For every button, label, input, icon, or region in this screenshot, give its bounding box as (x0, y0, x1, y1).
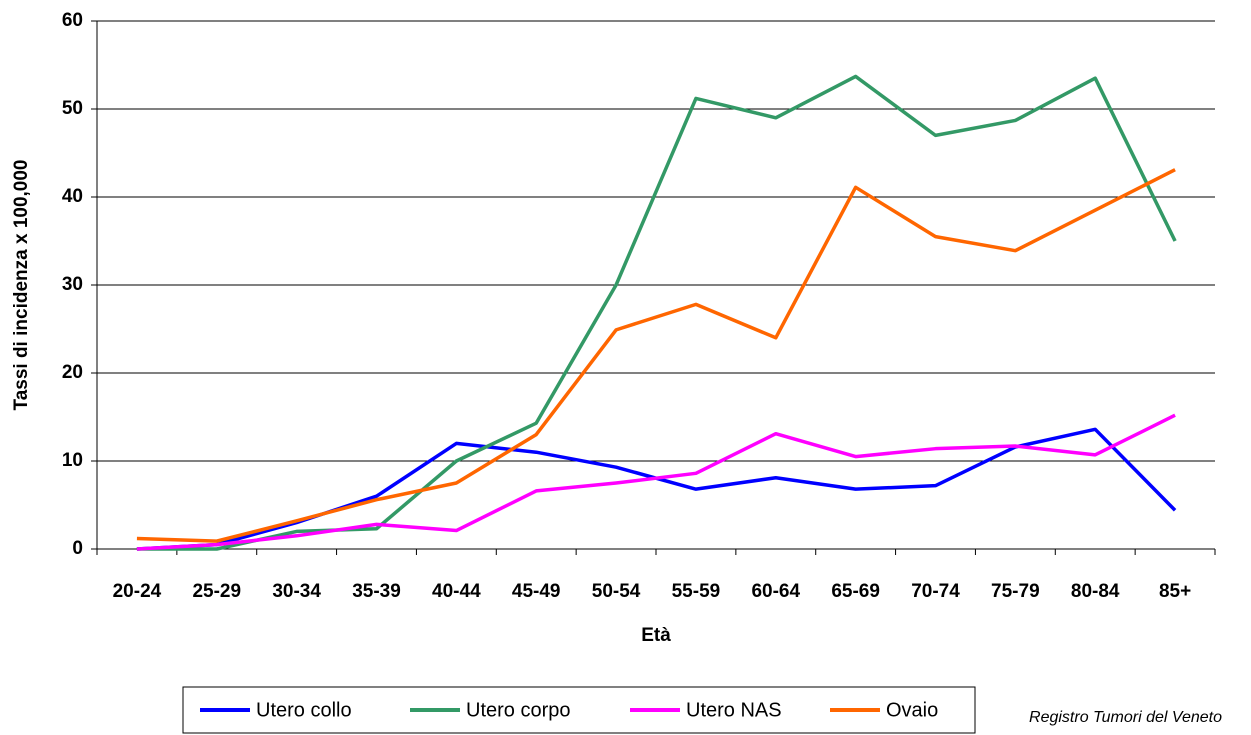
y-tick-label: 60 (62, 10, 83, 31)
x-tick-label: 60-64 (751, 581, 800, 602)
y-tick-label: 0 (72, 538, 83, 559)
series-line (136, 168, 1176, 543)
x-tick-label: 65-69 (831, 581, 880, 602)
x-tick-label: 75-79 (991, 581, 1040, 602)
x-tick-label: 55-59 (672, 581, 721, 602)
y-tick-label: 30 (62, 274, 83, 295)
y-axis-title: Tassi di incidenza x 100,000 (11, 160, 32, 411)
series-line (136, 413, 1176, 551)
x-axis-title: Età (641, 625, 671, 646)
x-tick-label: 25-29 (192, 581, 241, 602)
annotation: Registro Tumori del Veneto (1029, 709, 1222, 726)
legend-label: Ovaio (886, 699, 938, 721)
x-tick-label: 45-49 (512, 581, 561, 602)
x-tick-label: 80-84 (1071, 581, 1120, 602)
y-tick-label: 10 (62, 450, 83, 471)
x-tick-label: 70-74 (911, 581, 960, 602)
y-tick-label: 40 (62, 186, 83, 207)
legend-label: Utero collo (256, 699, 352, 721)
y-tick-label: 20 (62, 362, 83, 383)
legend-label: Utero corpo (466, 699, 571, 721)
x-tick-label: 85+ (1159, 581, 1191, 602)
legend-label: Utero NAS (686, 699, 782, 721)
series-line (136, 74, 1177, 551)
y-tick-label: 50 (62, 98, 83, 119)
x-tick-label: 50-54 (592, 581, 641, 602)
x-tick-label: 20-24 (113, 581, 162, 602)
x-tick-label: 30-34 (272, 581, 321, 602)
x-tick-label: 40-44 (432, 581, 481, 602)
x-tick-label: 35-39 (352, 581, 401, 602)
